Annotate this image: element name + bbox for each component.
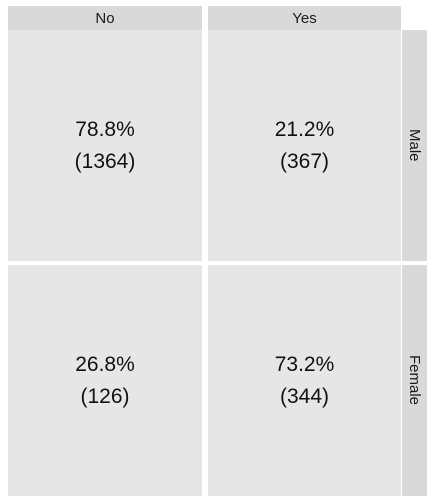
cell-percent-label: 78.8%: [75, 117, 135, 141]
cell-count-label: (344): [279, 384, 330, 408]
column-strip-no: No: [8, 6, 202, 30]
panel-male-yes: 21.2% (367): [208, 30, 401, 261]
panel-female-no: 26.8% (126): [8, 265, 202, 496]
column-strip-yes: Yes: [208, 6, 401, 30]
row-strip-female: Female: [402, 265, 427, 496]
cell-count-label: (126): [80, 384, 130, 408]
cell-count-label: (1364): [74, 149, 136, 173]
cell-percent-label: 26.8%: [75, 352, 135, 376]
panel-male-no: 78.8% (1364): [8, 30, 202, 261]
row-strip-male: Male: [402, 30, 427, 261]
panel-female-yes: 73.2% (344): [208, 265, 401, 496]
cell-count-label: (367): [279, 149, 330, 173]
cell-percent-label: 21.2%: [274, 117, 335, 141]
cell-percent-label: 73.2%: [274, 352, 335, 376]
